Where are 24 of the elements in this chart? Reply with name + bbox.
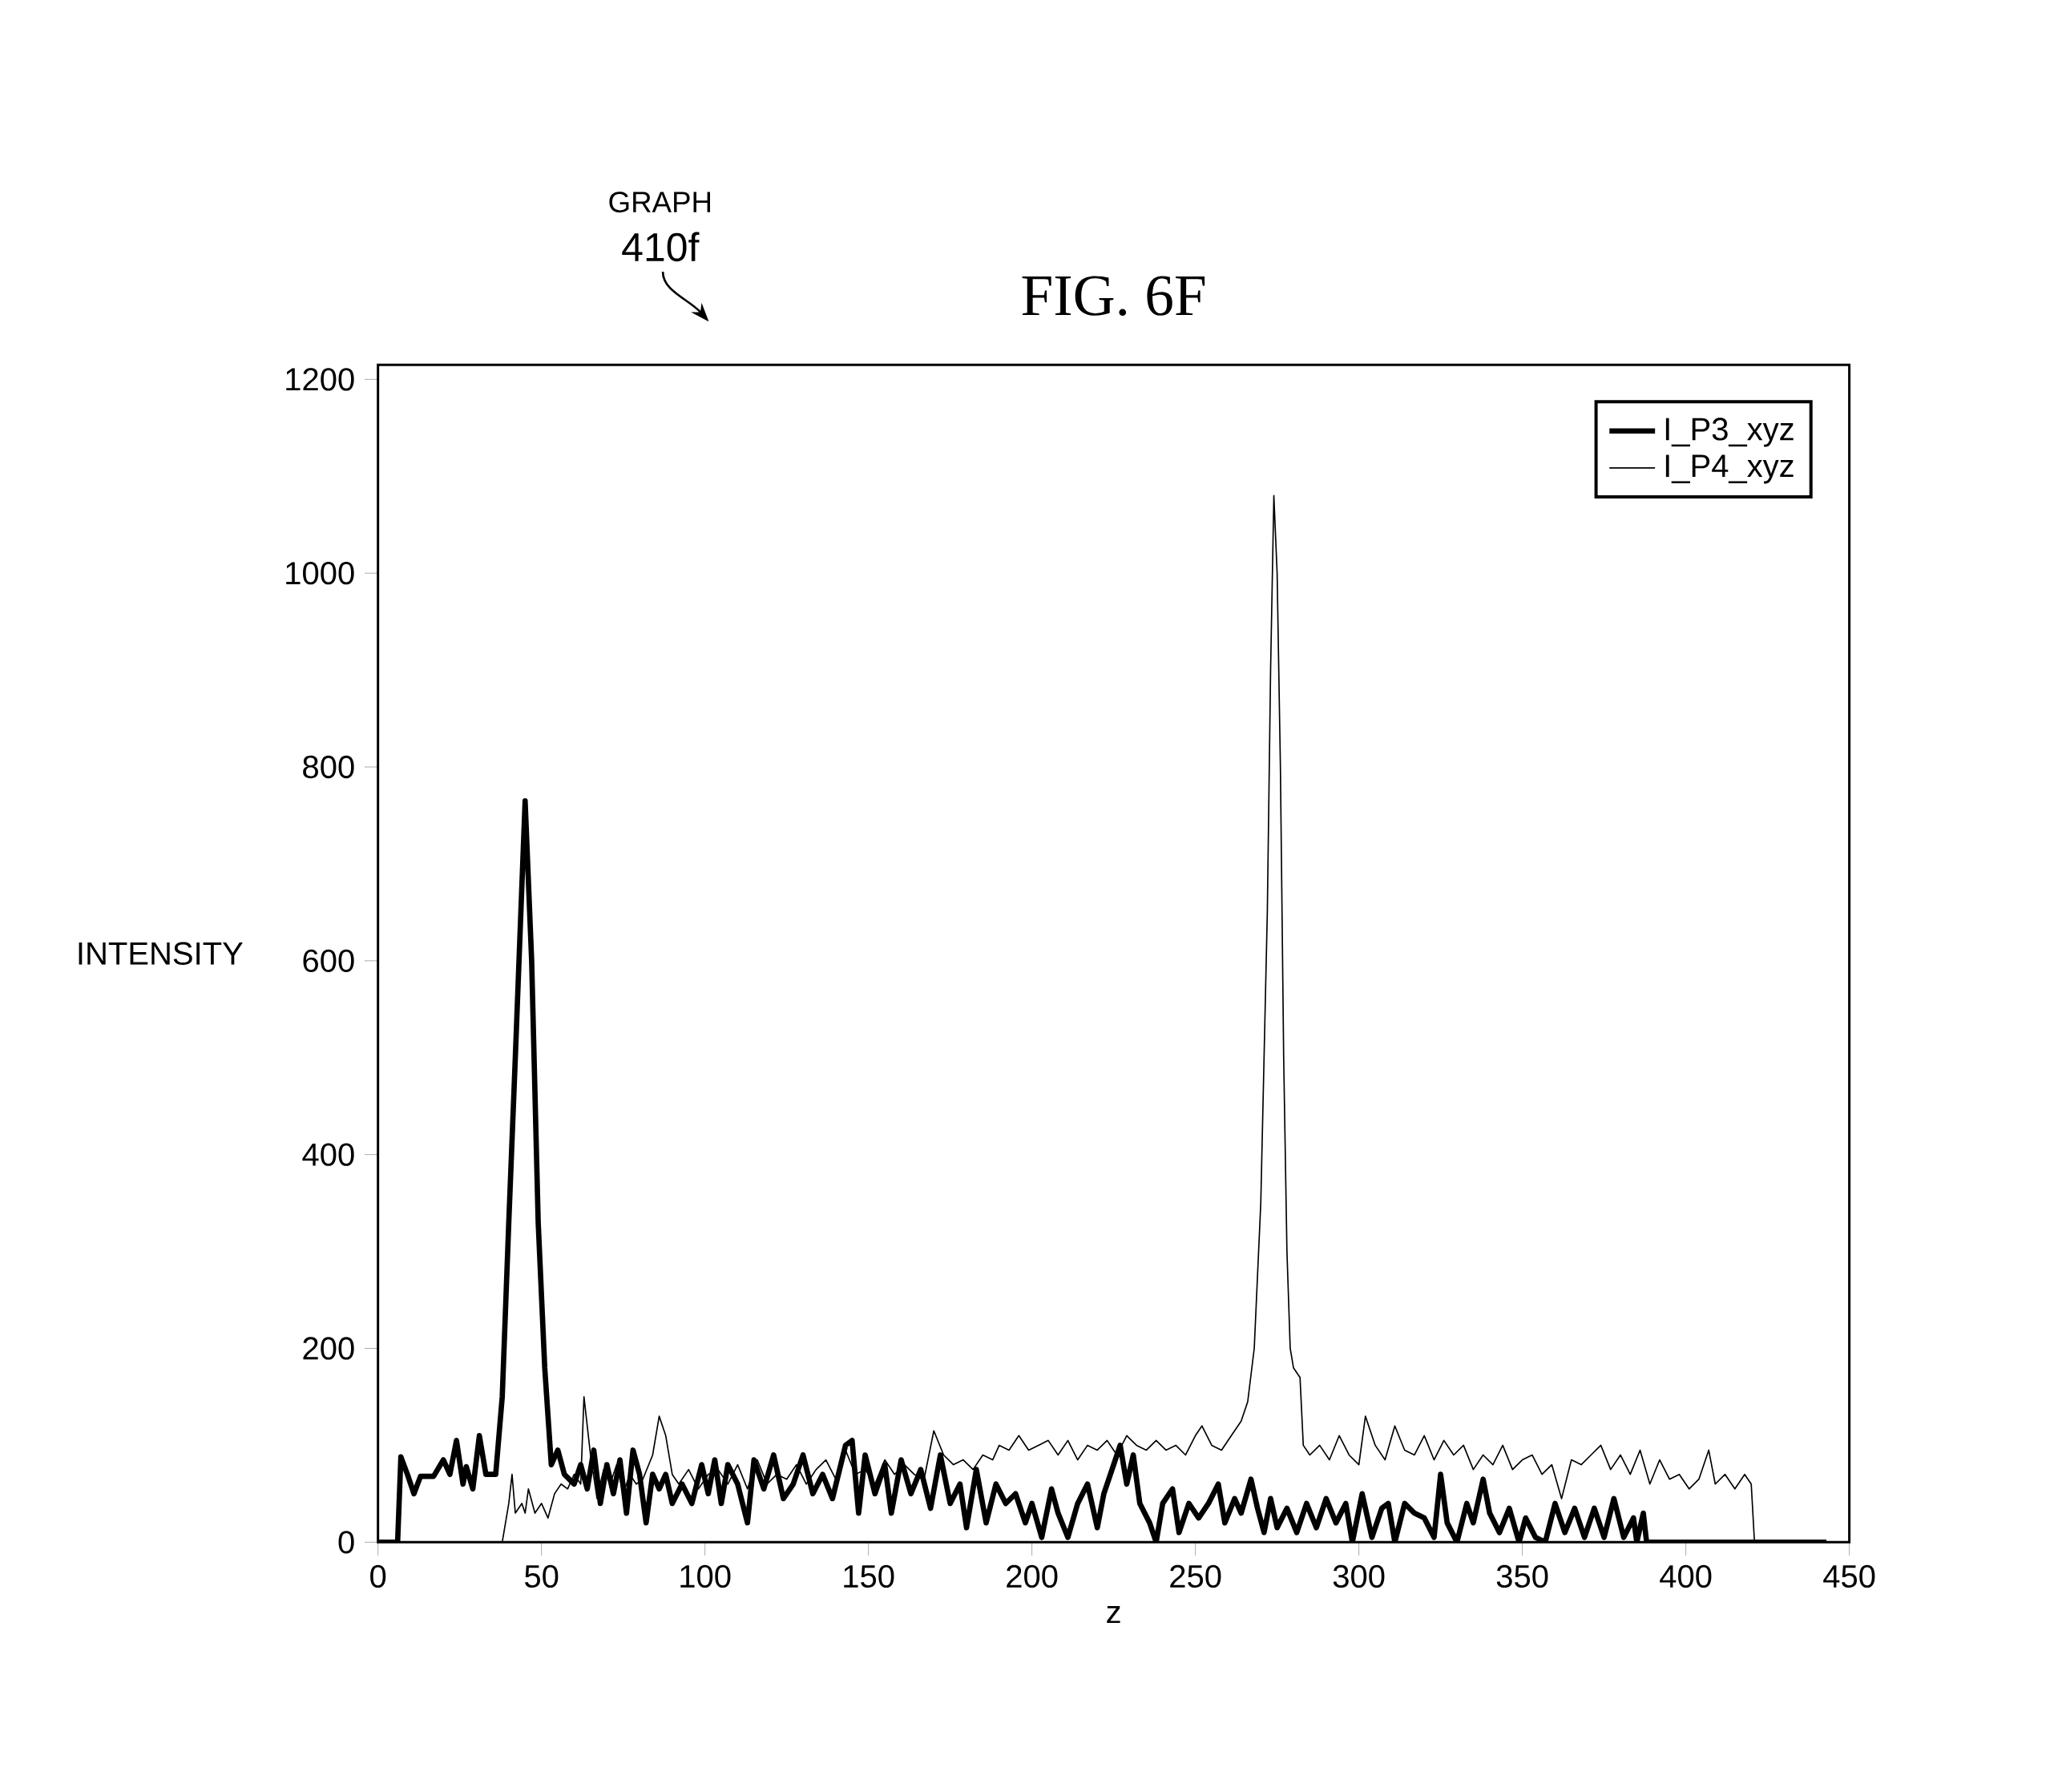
y-tick-label: 200 <box>303 1337 354 1360</box>
x-tick-label: 400 <box>1660 1565 1712 1588</box>
text: 410f <box>622 232 700 262</box>
text: GRAPH <box>609 192 710 213</box>
y-axis-title: INTENSITY <box>79 942 243 966</box>
x-tick-label: 450 <box>1823 1565 1875 1588</box>
y-tick-label: 800 <box>303 756 354 779</box>
y-tick-label: 400 <box>302 1143 354 1167</box>
y-tick-label: 1000 <box>286 562 354 585</box>
y-tick-label: 0 <box>338 1531 354 1554</box>
y-tick-label: 600 <box>303 949 354 973</box>
x-tick-label: 150 <box>844 1565 894 1588</box>
x-tick-label: 250 <box>1170 1565 1221 1588</box>
chart-title: FIG. 6F <box>1022 276 1205 317</box>
legend-label: I_P4_xyz <box>1665 454 1794 484</box>
x-tick-label: 300 <box>1333 1565 1385 1588</box>
x-tick-label: 50 <box>525 1565 559 1588</box>
y-tick-label: 1200 <box>286 368 354 391</box>
x-tick-label: 100 <box>680 1565 731 1588</box>
legend-label: I_P3_xyz <box>1665 418 1794 447</box>
x-tick-label: 0 <box>370 1565 386 1588</box>
x-tick-label: 200 <box>1007 1565 1058 1588</box>
x-axis-title: z <box>1107 1606 1120 1624</box>
x-tick-label: 350 <box>1496 1565 1548 1588</box>
